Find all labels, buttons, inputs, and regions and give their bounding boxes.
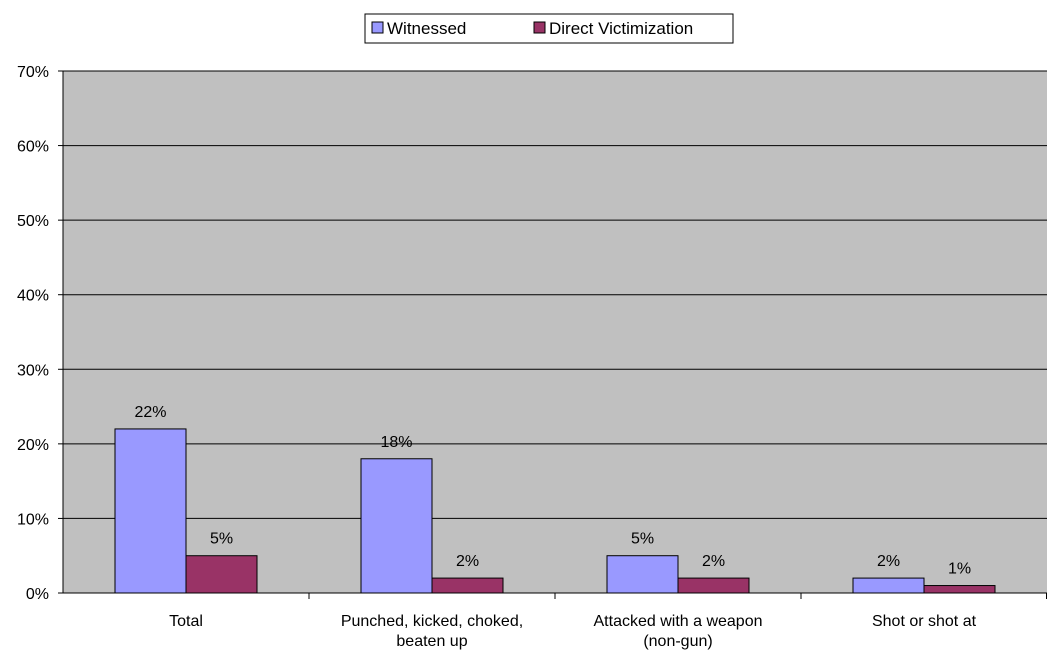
y-tick-label: 70% xyxy=(17,64,49,81)
bar-direct-victimization xyxy=(185,555,258,594)
bar-witnessed xyxy=(360,458,433,594)
plot-area xyxy=(63,71,1047,593)
x-category-label: Attacked with a weapon xyxy=(594,613,763,630)
bar-witnessed xyxy=(114,428,187,594)
legend-label: Direct Victimization xyxy=(549,19,693,38)
legend: Witnessed Direct Victimization xyxy=(364,13,734,44)
y-tick-label: 60% xyxy=(17,139,49,156)
y-tick-label: 0% xyxy=(26,586,49,603)
x-axis-labels: Total Punched, kicked, choked, beaten up At… xyxy=(169,613,976,650)
legend-swatch xyxy=(533,21,546,34)
x-category-label: Shot or shot at xyxy=(872,613,977,630)
data-label: 5% xyxy=(210,531,233,548)
x-category-label: beaten up xyxy=(396,633,467,650)
bars xyxy=(114,428,996,594)
legend-label: Witnessed xyxy=(387,19,466,38)
legend-swatch xyxy=(371,21,384,34)
bar-witnessed xyxy=(606,555,679,594)
data-label: 2% xyxy=(702,553,725,570)
x-category-label: Punched, kicked, choked, xyxy=(341,613,523,630)
y-tick-label: 40% xyxy=(17,288,49,305)
y-tick-label: 50% xyxy=(17,213,49,230)
gridlines xyxy=(63,70,1047,519)
data-label: 18% xyxy=(380,434,412,451)
y-axis-labels: 0% 10% 20% 30% 40% 50% 60% 70% xyxy=(17,64,49,603)
bar-witnessed xyxy=(852,577,925,594)
data-label: 5% xyxy=(631,531,654,548)
bar-direct-victimization xyxy=(923,585,996,594)
data-label: 22% xyxy=(134,404,166,421)
x-category-label: Total xyxy=(169,613,203,630)
data-labels: 22% 5% 18% 2% 5% 2% 2% 1% xyxy=(134,404,971,578)
y-tick-label: 30% xyxy=(17,362,49,379)
x-category-label: (non-gun) xyxy=(643,633,712,650)
y-tick-label: 10% xyxy=(17,511,49,528)
y-tick-label: 20% xyxy=(17,437,49,454)
data-label: 2% xyxy=(456,553,479,570)
legend-box xyxy=(364,13,734,44)
data-label: 2% xyxy=(877,553,900,570)
bar-direct-victimization xyxy=(677,577,750,594)
data-label: 1% xyxy=(948,561,971,578)
bar-direct-victimization xyxy=(431,577,504,594)
